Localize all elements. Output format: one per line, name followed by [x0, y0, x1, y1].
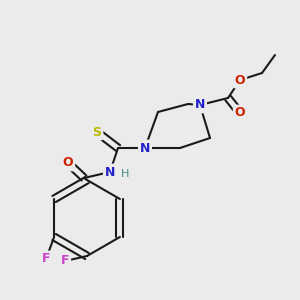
Text: H: H: [121, 169, 129, 179]
Text: F: F: [42, 253, 50, 266]
Text: S: S: [92, 125, 101, 139]
Text: O: O: [235, 106, 245, 119]
Text: O: O: [235, 74, 245, 86]
Text: N: N: [105, 166, 115, 178]
Text: F: F: [61, 254, 69, 268]
Text: N: N: [195, 98, 205, 112]
Text: O: O: [63, 157, 73, 169]
Text: N: N: [140, 142, 150, 154]
